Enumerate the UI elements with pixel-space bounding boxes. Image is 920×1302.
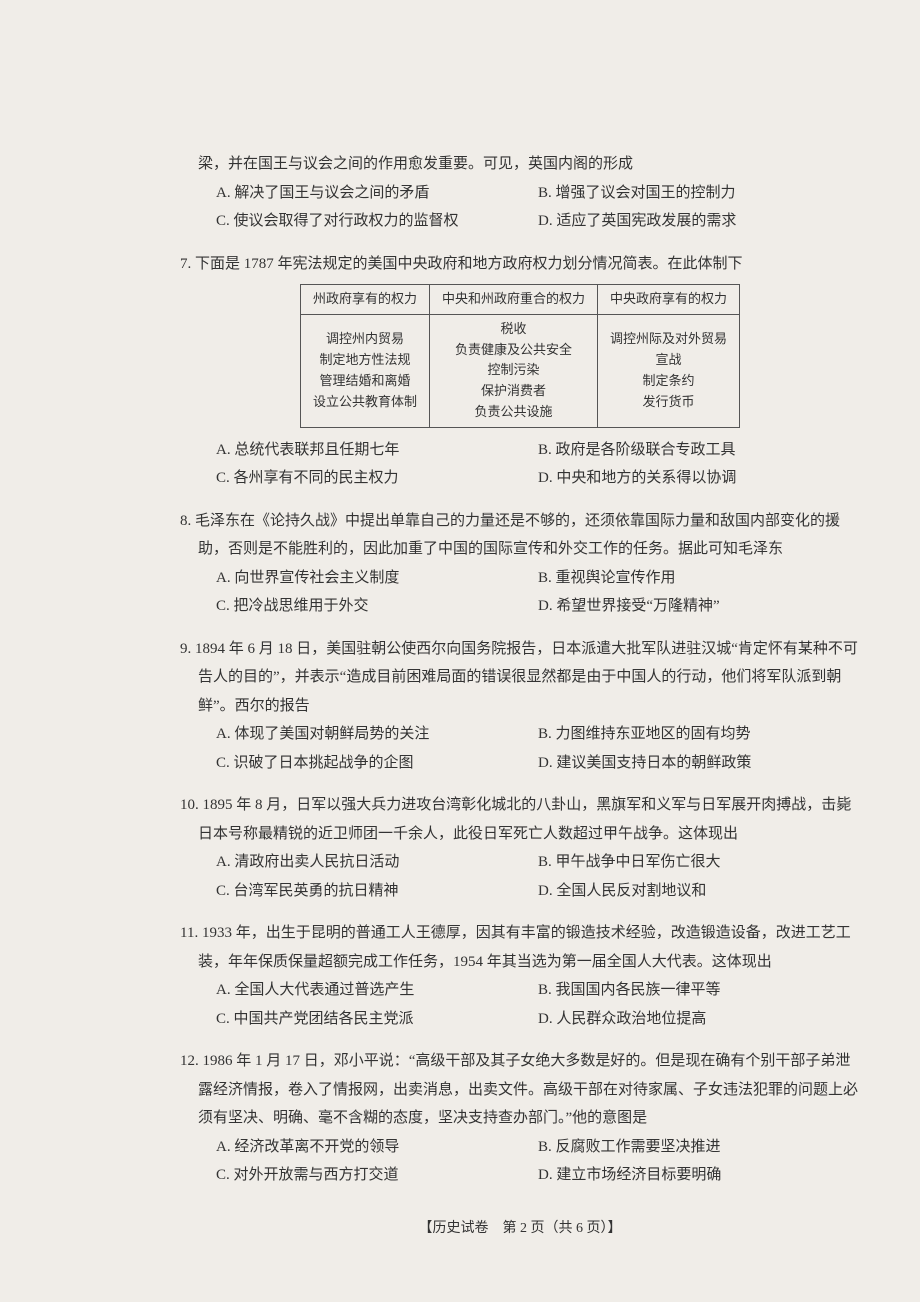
question-7: 7. 下面是 1787 年宪法规定的美国中央政府和地方政府权力划分情况简表。在此… [180, 250, 860, 493]
q12-option-d: D. 建立市场经济目标要明确 [538, 1161, 860, 1190]
q7-option-b: B. 政府是各阶级联合专政工具 [538, 436, 860, 465]
q11-options: A. 全国人大代表通过普选产生 B. 我国国内各民族一律平等 C. 中国共产党团… [180, 976, 860, 1033]
q7-table: 州政府享有的权力 中央和州政府重合的权力 中央政府享有的权力 调控州内贸易制定地… [300, 284, 740, 428]
q9-option-c: C. 识破了日本挑起战争的企图 [216, 749, 538, 778]
q12-stem: 12. 1986 年 1 月 17 日，邓小平说：“高级干部及其子女绝大多数是好… [180, 1047, 860, 1133]
q8-option-d: D. 希望世界接受“万隆精神” [538, 592, 860, 621]
q9-option-b: B. 力图维持东亚地区的固有均势 [538, 720, 860, 749]
q7-stem: 7. 下面是 1787 年宪法规定的美国中央政府和地方政府权力划分情况简表。在此… [180, 250, 860, 279]
td-col1-text: 调控州内贸易制定地方性法规管理结婚和离婚设立公共教育体制 [313, 331, 417, 408]
td-col3: 调控州际及对外贸易宣战制定条约发行货币 [598, 314, 740, 427]
q12-options: A. 经济改革离不开党的领导 B. 反腐败工作需要坚决推进 C. 对外开放需与西… [180, 1133, 860, 1190]
q6-option-d: D. 适应了英国宪政发展的需求 [538, 207, 860, 236]
question-12: 12. 1986 年 1 月 17 日，邓小平说：“高级干部及其子女绝大多数是好… [180, 1047, 860, 1190]
th-col2: 中央和州政府重合的权力 [429, 285, 597, 315]
table-body-row: 调控州内贸易制定地方性法规管理结婚和离婚设立公共教育体制 税收负责健康及公共安全… [300, 314, 739, 427]
th-col1: 州政府享有的权力 [300, 285, 429, 315]
td-col2-text: 税收负责健康及公共安全控制污染保护消费者负责公共设施 [455, 321, 572, 419]
q6-option-c: C. 使议会取得了对行政权力的监督权 [216, 207, 538, 236]
q9-option-d: D. 建议美国支持日本的朝鲜政策 [538, 749, 860, 778]
q6-options: A. 解决了国王与议会之间的矛盾 B. 增强了议会对国王的控制力 C. 使议会取… [180, 179, 860, 236]
question-11: 11. 1933 年，出生于昆明的普通工人王德厚，因其有丰富的锻造技术经验，改造… [180, 919, 860, 1033]
page-footer: 【历史试卷 第 2 页（共 6 页）】 [180, 1216, 860, 1243]
q11-option-d: D. 人民群众政治地位提高 [538, 1005, 860, 1034]
q7-option-a: A. 总统代表联邦且任期七年 [216, 436, 538, 465]
q10-option-b: B. 甲午战争中日军伤亡很大 [538, 848, 860, 877]
td-col1: 调控州内贸易制定地方性法规管理结婚和离婚设立公共教育体制 [300, 314, 429, 427]
q7-options: A. 总统代表联邦且任期七年 B. 政府是各阶级联合专政工具 C. 各州享有不同… [180, 436, 860, 493]
question-8: 8. 毛泽东在《论持久战》中提出单靠自己的力量还是不够的，还须依靠国际力量和敌国… [180, 507, 860, 621]
q12-option-b: B. 反腐败工作需要坚决推进 [538, 1133, 860, 1162]
q12-option-c: C. 对外开放需与西方打交道 [216, 1161, 538, 1190]
td-col3-text: 调控州际及对外贸易宣战制定条约发行货币 [610, 331, 727, 408]
q7-option-c: C. 各州享有不同的民主权力 [216, 464, 538, 493]
q8-option-a: A. 向世界宣传社会主义制度 [216, 564, 538, 593]
q9-stem: 9. 1894 年 6 月 18 日，美国驻朝公使西尔向国务院报告，日本派遣大批… [180, 635, 860, 721]
q8-options: A. 向世界宣传社会主义制度 B. 重视舆论宣传作用 C. 把冷战思维用于外交 … [180, 564, 860, 621]
q11-option-a: A. 全国人大代表通过普选产生 [216, 976, 538, 1005]
th-col3: 中央政府享有的权力 [598, 285, 740, 315]
q6-option-a: A. 解决了国王与议会之间的矛盾 [216, 179, 538, 208]
q10-options: A. 清政府出卖人民抗日活动 B. 甲午战争中日军伤亡很大 C. 台湾军民英勇的… [180, 848, 860, 905]
q10-stem: 10. 1895 年 8 月，日军以强大兵力进攻台湾彰化城北的八卦山，黑旗军和义… [180, 791, 860, 848]
q11-option-b: B. 我国国内各民族一律平等 [538, 976, 860, 1005]
q8-stem: 8. 毛泽东在《论持久战》中提出单靠自己的力量还是不够的，还须依靠国际力量和敌国… [180, 507, 860, 564]
q10-option-c: C. 台湾军民英勇的抗日精神 [216, 877, 538, 906]
q9-options: A. 体现了美国对朝鲜局势的关注 B. 力图维持东亚地区的固有均势 C. 识破了… [180, 720, 860, 777]
q10-option-d: D. 全国人民反对割地议和 [538, 877, 860, 906]
table-header-row: 州政府享有的权力 中央和州政府重合的权力 中央政府享有的权力 [300, 285, 739, 315]
q11-stem: 11. 1933 年，出生于昆明的普通工人王德厚，因其有丰富的锻造技术经验，改造… [180, 919, 860, 976]
q12-option-a: A. 经济改革离不开党的领导 [216, 1133, 538, 1162]
question-10: 10. 1895 年 8 月，日军以强大兵力进攻台湾彰化城北的八卦山，黑旗军和义… [180, 791, 860, 905]
q11-option-c: C. 中国共产党团结各民主党派 [216, 1005, 538, 1034]
question-6: 梁，并在国王与议会之间的作用愈发重要。可见，英国内阁的形成 A. 解决了国王与议… [180, 150, 860, 236]
q9-option-a: A. 体现了美国对朝鲜局势的关注 [216, 720, 538, 749]
q7-option-d: D. 中央和地方的关系得以协调 [538, 464, 860, 493]
question-9: 9. 1894 年 6 月 18 日，美国驻朝公使西尔向国务院报告，日本派遣大批… [180, 635, 860, 778]
q7-table-wrap: 州政府享有的权力 中央和州政府重合的权力 中央政府享有的权力 调控州内贸易制定地… [180, 284, 860, 428]
exam-page: 梁，并在国王与议会之间的作用愈发重要。可见，英国内阁的形成 A. 解决了国王与议… [0, 0, 920, 1302]
q6-stem-cont: 梁，并在国王与议会之间的作用愈发重要。可见，英国内阁的形成 [180, 150, 860, 179]
q8-option-c: C. 把冷战思维用于外交 [216, 592, 538, 621]
q8-option-b: B. 重视舆论宣传作用 [538, 564, 860, 593]
q6-option-b: B. 增强了议会对国王的控制力 [538, 179, 860, 208]
td-col2: 税收负责健康及公共安全控制污染保护消费者负责公共设施 [429, 314, 597, 427]
q10-option-a: A. 清政府出卖人民抗日活动 [216, 848, 538, 877]
